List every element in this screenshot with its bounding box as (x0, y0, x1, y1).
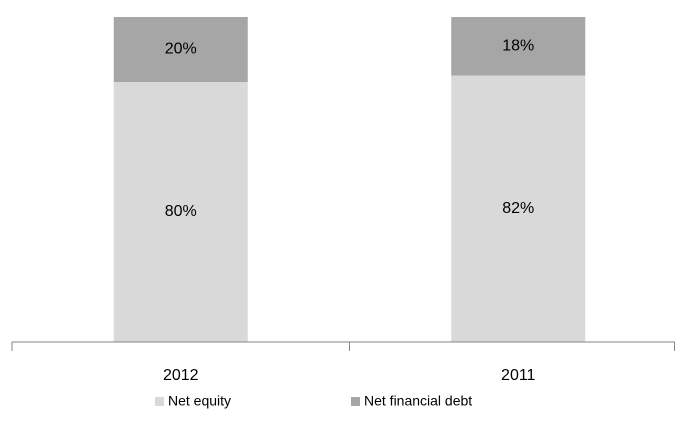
x-tick-label: 2012 (163, 367, 199, 384)
bar-segment (451, 17, 586, 76)
value-label: 82% (502, 200, 534, 217)
bar-segment (113, 82, 248, 342)
legend-swatch (155, 397, 164, 406)
bar-segment (451, 75, 586, 342)
legend-swatch (351, 397, 360, 406)
legend-label: Net equity (168, 393, 231, 409)
value-label: 18% (502, 37, 534, 54)
bar-segment (113, 17, 248, 82)
value-label: 80% (165, 203, 197, 220)
x-tick-label: 2011 (501, 367, 536, 384)
legend-label: Net financial debt (364, 393, 472, 409)
value-label: 20% (165, 41, 197, 58)
